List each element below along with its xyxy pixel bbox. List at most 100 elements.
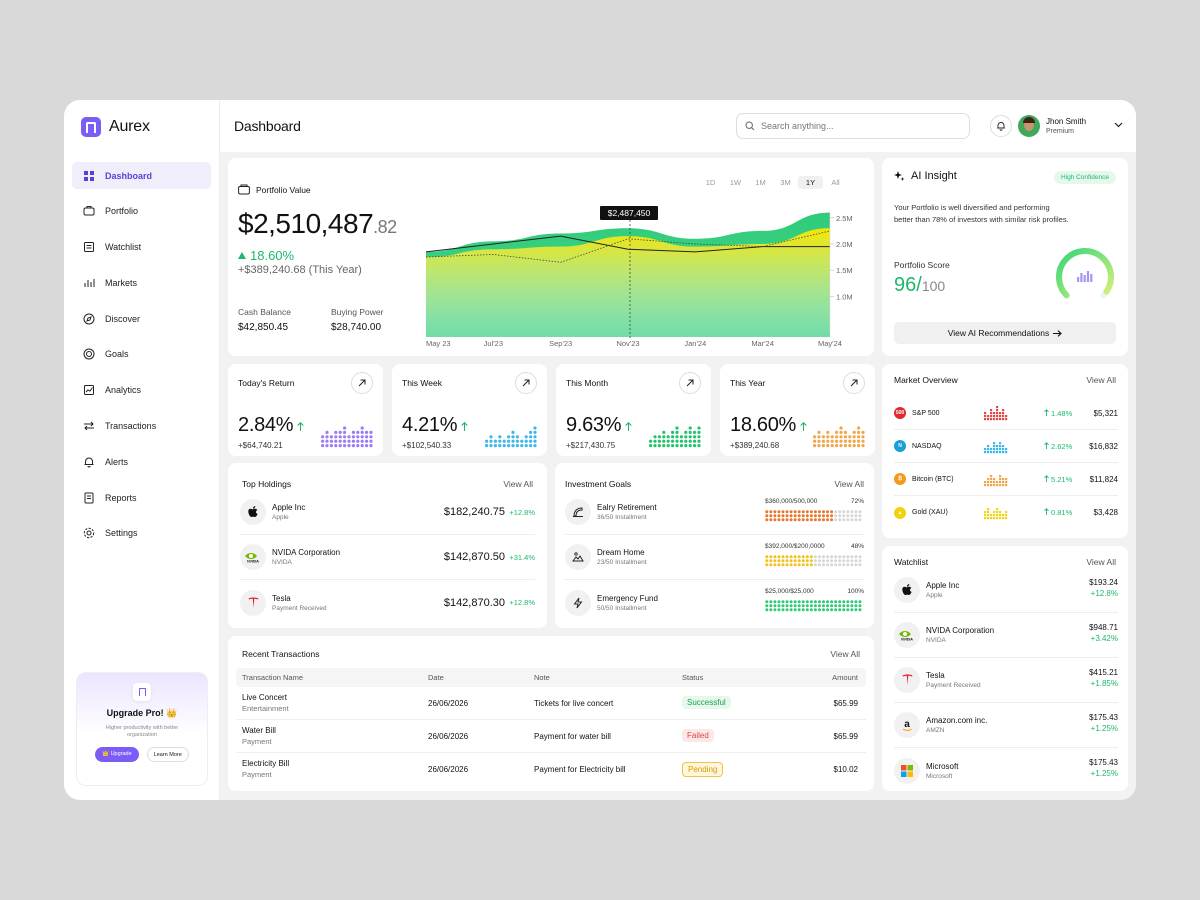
chart-dot [693, 435, 697, 439]
svg-text:NVIDIA: NVIDIA [247, 560, 259, 564]
watchlist-row[interactable]: Microsoft Microsoft $175.43 +1.25% [894, 748, 1118, 793]
return-card-value-row: 4.21% [402, 414, 468, 437]
sidebar-item-reports[interactable]: Reports [72, 484, 211, 511]
table-row[interactable]: Water Bill Payment 26/06/2026 Payment for w… [236, 721, 866, 753]
transactions-view-all-link[interactable]: View All [830, 649, 860, 659]
watchlist-row[interactable]: NVIDIA NVIDA Corporation NVIDA $948.71 +3.42… [894, 613, 1118, 658]
range-tab-1d[interactable]: 1D [705, 178, 716, 187]
sidebar-item-portfolio[interactable]: Portfolio [72, 198, 211, 225]
sidebar-item-goals[interactable]: Goals [72, 341, 211, 368]
sidebar-item-markets[interactable]: Markets [72, 269, 211, 296]
goals-view-all-link[interactable]: View All [834, 479, 864, 489]
range-tab-all[interactable]: All [831, 178, 840, 187]
watchlist-view-all-link[interactable]: View All [1086, 557, 1116, 567]
yellow-area-series [426, 228, 830, 337]
app-logo[interactable]: Aurex [72, 116, 211, 138]
ai-title: AI Insight [911, 170, 957, 182]
arrow-up-icon [1044, 474, 1049, 482]
open-arrow-button[interactable] [679, 372, 701, 394]
upgrade-button[interactable]: 👑 Upgrade [95, 747, 139, 762]
progress-dot [817, 555, 821, 559]
chart-cell [987, 517, 990, 520]
return-card-2[interactable]: This Month 9.63% +$217,430.75 [556, 364, 711, 456]
watchlist-name: Tesla [926, 671, 945, 680]
chart-cell [1005, 418, 1008, 421]
search-box[interactable]: Search anything... [736, 113, 970, 139]
chart-dot [697, 426, 701, 430]
market-view-all-link[interactable]: View All [1086, 375, 1116, 385]
chart-dot [338, 435, 342, 439]
chevron-down-icon[interactable] [1114, 122, 1123, 128]
watchlist-row[interactable]: Apple Inc Apple $193.24 +12.8% [894, 568, 1118, 613]
progress-dot [858, 608, 862, 612]
line-series-1 [425, 235, 830, 253]
transaction-note: Payment for water bill [534, 732, 611, 741]
upgrade-logo-icon [133, 683, 151, 701]
progress-dot [801, 555, 805, 559]
open-arrow-button[interactable] [515, 372, 537, 394]
transaction-name: Electricity Bill [242, 759, 290, 768]
goal-row[interactable]: Emergency Fund 50/50 Installment $25,000/$… [565, 580, 864, 625]
market-row[interactable]: ▲ Gold (XAU) 0.81% $3,428 [894, 496, 1118, 529]
chart-dot [693, 444, 697, 448]
chart-dot [334, 444, 338, 448]
watchlist-row[interactable]: a Amazon.com inc. AMZN $175.43 +1.25% [894, 703, 1118, 748]
sidebar-item-transactions[interactable]: Transactions [72, 413, 211, 440]
view-recommendations-button[interactable]: View AI Recommendations [894, 322, 1116, 344]
progress-dot [858, 563, 862, 567]
progress-dot [846, 604, 850, 608]
range-tab-3m[interactable]: 3M [780, 178, 791, 187]
range-tab-1m[interactable]: 1M [755, 178, 766, 187]
return-card-1[interactable]: This Week 4.21% +$102,540.33 [392, 364, 547, 456]
goal-row[interactable]: Dream Home 23/50 Installment $392,000/$200… [565, 535, 864, 580]
holding-sub: NVIDA [272, 559, 292, 566]
progress-dot [801, 518, 805, 522]
sidebar-item-settings[interactable]: Settings [72, 520, 211, 547]
progress-dot [838, 518, 842, 522]
sidebar-item-dashboard[interactable]: Dashboard [72, 162, 211, 189]
progress-dot [826, 600, 830, 604]
return-card-0[interactable]: Today's Return 2.84% +$64,740.21 [228, 364, 383, 456]
market-row[interactable]: N NASDAQ 2.62% $16,832 [894, 430, 1118, 463]
progress-dot [777, 510, 781, 514]
learn-more-button[interactable]: Learn More [146, 747, 189, 762]
holding-row[interactable]: NVIDIA NVIDA Corporation NVIDA $142,870.50 +… [240, 535, 535, 580]
search-input[interactable]: Search anything... [761, 121, 834, 131]
progress-dot [817, 608, 821, 612]
sidebar-item-discover[interactable]: Discover [72, 305, 211, 332]
sidebar-item-watchlist[interactable]: Watchlist [72, 234, 211, 261]
watchlist-row[interactable]: Tesla Payment Received $415.21 +1.85% [894, 658, 1118, 703]
chart-cell [1002, 448, 1005, 451]
return-card-3[interactable]: This Year 18.60% +$389,240.68 [720, 364, 875, 456]
chart-cell [987, 511, 990, 514]
chart-dot [533, 444, 537, 448]
progress-dot [846, 518, 850, 522]
table-row[interactable]: Live Concert Entertainment 26/06/2026 Ticke… [236, 688, 866, 720]
market-row[interactable]: 500 S&P 500 1.48% $5,321 [894, 397, 1118, 430]
range-tab-1y[interactable]: 1Y [798, 176, 823, 189]
watchlist-change: +1.85% [1090, 679, 1118, 688]
progress-dot [817, 600, 821, 604]
y-tick-label: 2.5M [836, 214, 853, 223]
arrow-up-icon [461, 414, 468, 437]
open-arrow-button[interactable] [843, 372, 865, 394]
table-row[interactable]: Electricity Bill Payment 26/06/2026 Payment… [236, 754, 866, 786]
chart-dot [520, 439, 524, 443]
market-change: 2.62% [1044, 442, 1072, 451]
user-menu[interactable]: Jhon Smith Premium [1018, 115, 1086, 137]
sidebar-item-analytics[interactable]: Analytics [72, 377, 211, 404]
notification-button[interactable] [990, 115, 1012, 137]
chart-dot [489, 435, 493, 439]
x-tick-label: Sep'23 [549, 339, 572, 348]
market-row[interactable]: ₿ Bitcoin (BTC) 5.21% $11,824 [894, 463, 1118, 496]
return-card-amount: +$64,740.21 [238, 441, 283, 450]
open-arrow-button[interactable] [351, 372, 373, 394]
range-tab-1w[interactable]: 1W [729, 178, 742, 187]
sidebar-item-alerts[interactable]: Alerts [72, 448, 211, 475]
holdings-view-all-link[interactable]: View All [503, 479, 533, 489]
chart-dot [826, 430, 830, 434]
goal-row[interactable]: Ealry Retirement 36/50 Installment $360,00… [565, 490, 864, 535]
holding-row[interactable]: Apple Inc Apple $182,240.75 +12.8% [240, 490, 535, 535]
sidebar-item-label: Goals [105, 349, 129, 360]
holding-row[interactable]: Tesla Payment Received $142,870.30 +12.8% [240, 580, 535, 625]
